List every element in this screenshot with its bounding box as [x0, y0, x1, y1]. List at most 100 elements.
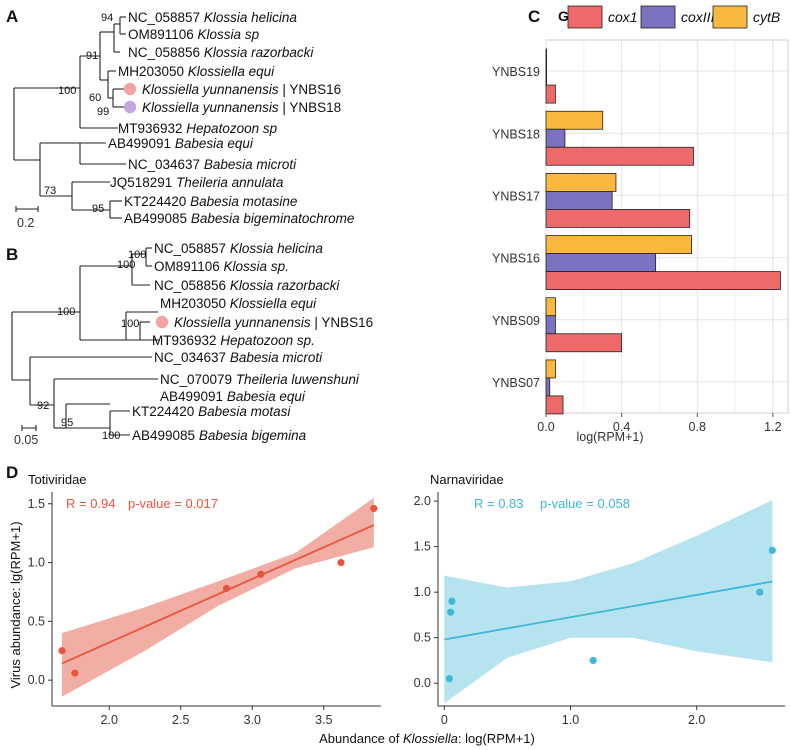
x-tick-label: 2.5 [172, 713, 189, 727]
bar-category-label: YNBS09 [492, 314, 540, 328]
leaf-accession: AB499085 [132, 428, 199, 443]
regression-line [61, 524, 375, 665]
bootstrap-value: 94 [101, 12, 113, 24]
leaf-species: Babesia equi [227, 389, 306, 404]
data-point [756, 588, 764, 596]
leaf-accession: OM891106 [128, 27, 198, 42]
tree-b-leaf-label: MT936932 Hepatozoon sp. [152, 333, 315, 348]
correlation-p: p-value = 0.017 [128, 496, 218, 511]
leaf-species: Klossia sp [198, 27, 260, 42]
leaf-sample: | YNBS16 [279, 82, 342, 97]
leaf-species: Klossia helicina [230, 241, 324, 256]
bootstrap-value: 95 [61, 417, 73, 429]
x-tick-label: 0.8 [689, 420, 706, 434]
leaf-species: Klossiella equi [188, 64, 275, 79]
leaf-accession: NC_070079 [160, 372, 236, 387]
y-tick-label: 0.5 [414, 631, 431, 645]
bootstrap-value: 91 [86, 50, 98, 62]
y-tick-label: 1.5 [28, 497, 45, 511]
panel-label-b: B [6, 245, 18, 264]
leaf-accession: NC_058857 [154, 241, 230, 256]
leaf-sample: | YNBS16 [311, 315, 374, 330]
regression-line [444, 580, 773, 641]
data-point [445, 675, 453, 683]
facet-title: Narnaviridae [430, 472, 504, 487]
x-tick-label: 0.0 [537, 420, 554, 434]
leaf-species: Klossiella equi [230, 296, 317, 311]
leaf-species: Hepatozoon sp [186, 121, 277, 136]
bar-cox1-ynbs16 [545, 271, 781, 290]
bar-cox1-ynbs19 [545, 84, 556, 104]
tree-b-leaf-label: AB499085 Babesia bigemina [132, 428, 307, 443]
leaf-accession: MT936932 [118, 121, 186, 136]
bar-category-label: YNBS19 [492, 65, 540, 79]
bar-category-label: YNBS16 [492, 252, 540, 266]
sample-marker-ynbs16-b [155, 315, 169, 329]
bar-cox1-ynbs17 [545, 209, 691, 228]
legend-swatch-coxIII [640, 5, 676, 29]
panel-label-a: A [6, 7, 18, 26]
x-tick-label: 1.0 [562, 713, 579, 727]
correlation-r: R = 0.83 [474, 496, 524, 511]
x-tick-label: 3.0 [244, 713, 261, 727]
tree-b-scale-label: 0.05 [14, 433, 38, 447]
tree-a-leaf-label: MT936932 Hepatozoon sp [118, 121, 278, 136]
correlation-r: R = 0.94 [66, 496, 116, 511]
legend-swatch-cox1 [567, 5, 603, 29]
tree-b-leaf-label: NC_058857 Klossia helicina [154, 241, 323, 256]
leaf-accession: AB499091 [160, 389, 227, 404]
gene-bar-chart: YNBS19 YNBS18 YNBS17 YNBS16 YNBS09 YNBS07 0.0 0… [492, 5, 789, 434]
tree-a-leaf-label: AB499085 Babesia bigeminatochrome [124, 211, 354, 226]
leaf-accession: MH203050 [160, 296, 230, 311]
x-tick-label: 0 [441, 713, 448, 727]
bar-cox1-ynbs09 [545, 333, 623, 353]
tree-b-leaf-label: NC_070079 Theileria luwenshuni [160, 372, 360, 387]
leaf-species: Klossiella yunnanensis [174, 315, 311, 330]
leaf-species: Klossia helicina [204, 10, 298, 25]
leaf-accession: NC_034637 [128, 157, 204, 172]
tree-a-leaf-label: AB499091 Babesia equi [108, 136, 254, 151]
x-tick-label: 3.5 [315, 713, 332, 727]
y-tick-label: 0.0 [28, 673, 45, 687]
tree-b-leaf-label: MH203050 Klossiella equi [160, 296, 317, 311]
phylogenetic-tree-a [13, 16, 126, 219]
leaf-species: Theileria annulata [176, 175, 284, 190]
leaf-accession: KT224420 [132, 404, 198, 419]
data-point [589, 656, 597, 665]
leaf-species: Klossiella yunnanensis [142, 82, 279, 97]
leaf-species: Babesia microti [230, 350, 323, 365]
legend-label-cytB: cytB [753, 9, 780, 25]
confidence-band [62, 497, 374, 697]
bar-category-label: YNBS07 [492, 376, 540, 390]
bar-cytB-ynbs16 [545, 235, 692, 254]
bar-cytB-ynbs18 [545, 110, 604, 130]
x-tick-label: 0.4 [613, 420, 630, 434]
bar-cox1-ynbs07 [545, 395, 564, 415]
bootstrap-value: 73 [44, 185, 56, 197]
bootstrap-value: 92 [37, 400, 49, 412]
leaf-species: Klossiella yunnanensis [142, 100, 279, 115]
data-point [448, 597, 456, 605]
data-point [370, 504, 378, 513]
leaf-accession: AB499085 [124, 211, 191, 226]
y-tick-label: 0.0 [414, 676, 431, 690]
tree-a-leaf-label: NC_058856 Klossia razorbacki [128, 45, 314, 60]
y-tick-label: 1.0 [414, 585, 431, 599]
phylogenetic-tree-b [11, 247, 160, 436]
bar-cox1-ynbs18 [545, 146, 694, 166]
leaf-accession: NC_034637 [154, 350, 230, 365]
bootstrap-value: 100 [58, 85, 76, 97]
bar-coxIII-ynbs18 [545, 128, 566, 148]
bootstrap-value: 100 [57, 306, 75, 318]
leaf-species: Klossia razorbacki [230, 278, 341, 293]
facet-title: Totiviridae [28, 472, 87, 487]
panel-label-c: C [528, 7, 540, 26]
tree-b-leaf-label: OM891106 Klossia sp. [154, 259, 289, 274]
bar-cytB-ynbs07 [545, 359, 556, 379]
legend-label-cox1: cox1 [608, 9, 638, 25]
leaf-species: Babesia bigeminatochrome [191, 211, 355, 226]
bootstrap-value: 100 [117, 259, 135, 271]
tree-a-scale-label: 0.2 [17, 216, 34, 230]
leaf-species: Babesia equi [175, 136, 254, 151]
